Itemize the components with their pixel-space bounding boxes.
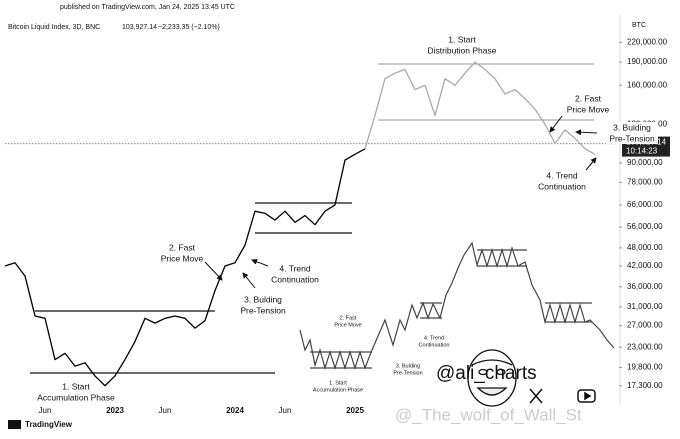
- arrow: [251, 258, 269, 267]
- annotation: 3. Bulding: [613, 122, 651, 132]
- annotation: Continuation: [538, 181, 586, 191]
- y-tick-label: 19,800.00: [627, 363, 663, 372]
- header-price: 103,927.14: [122, 24, 157, 31]
- y-tick-label: 160,000.00: [627, 80, 668, 89]
- inset-label: Pre-Tension: [393, 370, 422, 376]
- y-tick-label: 190,000.00: [627, 57, 668, 66]
- inset-label: 2. Fast: [340, 315, 357, 321]
- y-tick-label: 220,000.00: [627, 37, 668, 46]
- inset-label: 3. Bulding: [396, 363, 420, 369]
- y-tick-label: 48,000.00: [627, 243, 663, 252]
- arrow: [585, 157, 597, 171]
- inset-label: Price Move: [334, 322, 362, 328]
- brand: TradingView: [25, 420, 73, 429]
- annotations: 1. Start Accumulation Phase 2. Fast Pric…: [37, 34, 609, 402]
- annotation: Distribution Phase: [428, 45, 497, 55]
- y-tick-label: 23,000.00: [627, 342, 663, 351]
- schematic-line: [299, 241, 615, 371]
- arrow: [549, 115, 563, 133]
- x-tick-label: 2023: [106, 406, 124, 415]
- y-tick-label: 56,000.00: [627, 222, 663, 231]
- x-tick-label: Jun: [279, 406, 292, 415]
- annotation: Pre-Tension: [609, 133, 655, 143]
- y-tick-label: 78,000.00: [627, 177, 663, 186]
- arrow: [575, 129, 598, 136]
- annotation: 1. Start: [448, 34, 476, 44]
- x-tick-label: Jun: [159, 406, 172, 415]
- y-tick-label: 36,000.00: [627, 282, 663, 291]
- annotation: Continuation: [271, 274, 319, 284]
- annotation: 4. Trend: [546, 170, 577, 180]
- y-tick-label: 66,000.00: [627, 200, 663, 209]
- currency: BTC: [632, 22, 646, 29]
- published: published on TradingView.com, Jan 24, 20…: [60, 4, 235, 11]
- inset-label: 1. Start: [329, 380, 347, 386]
- brand-logo: [8, 420, 21, 429]
- y-tick-label: 31,000.00: [627, 302, 663, 311]
- y-tick-label: 42,000.00: [627, 261, 663, 270]
- price-line: [364, 61, 596, 155]
- inset-label: Accumulation Phase: [313, 387, 363, 393]
- annotation: Price Move: [161, 253, 204, 263]
- arrow: [204, 261, 223, 281]
- x-tick-label: 2024: [226, 406, 244, 415]
- annotation: Pre-Tension: [240, 305, 286, 315]
- social-icons: [529, 388, 596, 404]
- countdown: 10:14:23: [626, 147, 658, 156]
- inset-schematic: [299, 241, 615, 371]
- chart-title: Bitcoin Liquid Index, 3D, BNC: [8, 24, 100, 31]
- inset-label: Continuation: [419, 342, 450, 348]
- y-tick-label: 17,300.00: [627, 381, 663, 390]
- annotation: Accumulation Phase: [37, 392, 115, 402]
- arrow: [242, 272, 256, 289]
- header-change: −2,233.35 (−2.10%): [158, 24, 220, 31]
- annotation-bg: [606, 122, 658, 144]
- annotation: Price Move: [567, 104, 610, 114]
- avatar: [467, 349, 517, 407]
- annotation: 2. Fast: [575, 93, 602, 103]
- annotation: 2. Fast: [169, 242, 196, 252]
- annotation: 3. Bulding: [244, 294, 282, 304]
- annotation: 1. Start: [62, 381, 90, 391]
- y-tick-label: 90,000.00: [627, 158, 663, 167]
- x-tick-label: 2025: [346, 406, 364, 415]
- watermark: @_The_wolf_of_Wall_St: [395, 405, 582, 424]
- inset-label: 4. Trend: [424, 335, 444, 341]
- x-tick-label: Jun: [39, 406, 52, 415]
- annotation: 4. Trend: [279, 263, 310, 273]
- y-tick-label: 27,000.00: [627, 321, 663, 330]
- handle: @ali_charts: [436, 363, 537, 384]
- price-line: [4, 148, 366, 387]
